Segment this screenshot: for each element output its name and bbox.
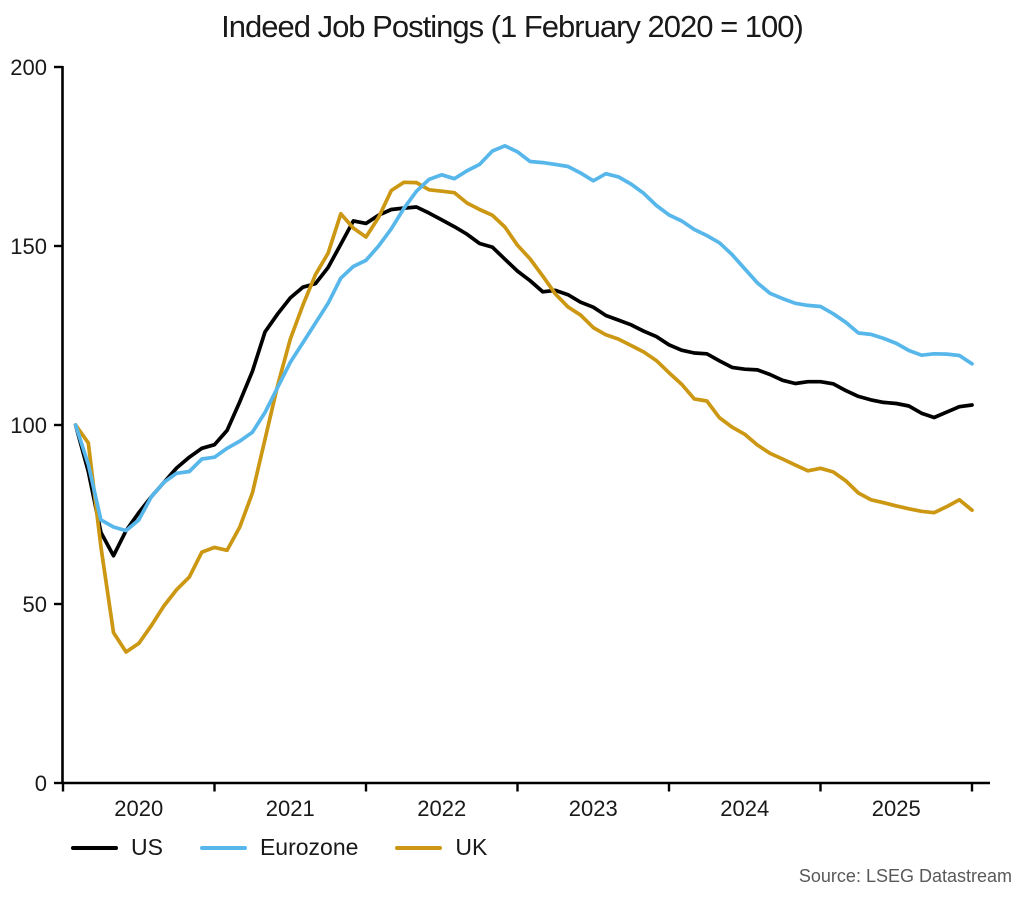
x-tick-label: 2021 [266,796,315,821]
y-tick-label: 150 [10,234,47,259]
legend-item-uk: UK [395,834,487,861]
y-tick-label: 0 [35,771,47,796]
legend-label: UK [455,834,488,860]
x-tick-label: 2025 [872,796,921,821]
series-line-us [73,205,974,558]
series-line-eurozone [73,143,974,533]
source-note: Source: LSEG Datastream [798,866,1012,886]
y-tick-label: 200 [10,55,47,80]
legend-line-swatch [71,845,118,850]
chart-legend: US Eurozone UK [71,834,487,861]
x-tick-label: 2022 [417,796,466,821]
legend-item-us: US [71,834,163,861]
x-tick-label: 2023 [569,796,618,821]
y-tick-label: 100 [10,413,47,438]
y-tick-label: 50 [23,592,47,617]
legend-line-swatch [395,845,443,850]
x-tick-label: 2024 [720,796,769,821]
legend-label: US [131,834,163,860]
chart-title: Indeed Job Postings (1 February 2020 = 1… [221,9,804,44]
legend-item-eurozone: Eurozone [199,834,359,861]
x-tick-label: 2020 [114,796,163,821]
legend-label: Eurozone [259,834,359,860]
legend-line-swatch [199,845,247,850]
series-line-uk [73,180,974,654]
